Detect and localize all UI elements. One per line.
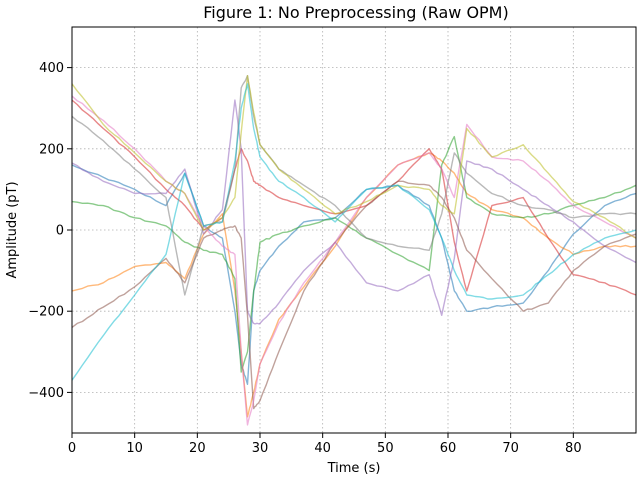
y-tick-label: 200 xyxy=(39,142,64,157)
x-tick-label: 70 xyxy=(502,441,519,456)
series-line-1 xyxy=(71,164,637,385)
y-axis: −400 −200 0 200 400 xyxy=(28,61,72,401)
x-tick-label: 20 xyxy=(189,441,206,456)
x-axis-label: Time (s) xyxy=(327,461,381,476)
series-line-5 xyxy=(71,99,637,325)
x-axis: 0 10 20 30 40 50 60 70 80 xyxy=(68,433,582,456)
series-line-3 xyxy=(71,135,637,373)
series-line-8 xyxy=(71,75,637,296)
y-tick-label: 0 xyxy=(56,224,64,239)
series-line-4 xyxy=(71,99,637,296)
series-line-9 xyxy=(71,75,637,239)
x-tick-label: 40 xyxy=(314,441,331,456)
x-tick-label: 50 xyxy=(377,441,394,456)
x-tick-label: 80 xyxy=(565,441,582,456)
series-line-10 xyxy=(71,83,637,381)
y-axis-label: Amplitude (pT) xyxy=(5,181,20,278)
x-tick-label: 60 xyxy=(440,441,457,456)
chart-title: Figure 1: No Preprocessing (Raw OPM) xyxy=(203,3,508,22)
x-tick-label: 10 xyxy=(126,441,143,456)
series-line-6 xyxy=(71,180,637,410)
x-tick-label: 0 xyxy=(68,441,76,456)
y-tick-label: −200 xyxy=(28,305,64,320)
y-tick-label: 400 xyxy=(39,61,64,76)
x-tick-label: 30 xyxy=(252,441,269,456)
y-tick-label: −400 xyxy=(28,386,64,401)
series-group xyxy=(71,75,637,426)
series-line-7 xyxy=(71,95,637,426)
series-line-2 xyxy=(71,152,637,418)
